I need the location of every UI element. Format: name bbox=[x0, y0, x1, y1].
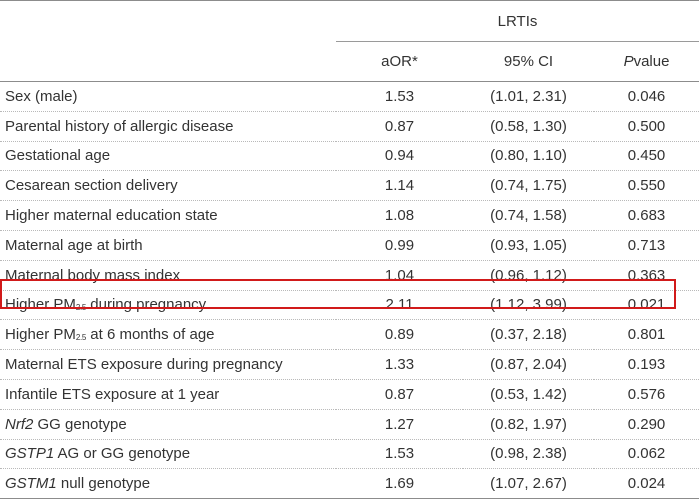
row-ci: (1.01, 2.31) bbox=[463, 81, 594, 112]
row-aor: 1.08 bbox=[336, 200, 463, 231]
row-label: Maternal age at birth bbox=[0, 230, 336, 261]
aor-column-header: aOR* bbox=[336, 41, 463, 82]
row-ci: (0.80, 1.10) bbox=[463, 141, 594, 172]
table-row: Infantile ETS exposure at 1 year 0.87 (0… bbox=[0, 379, 699, 410]
row-label-suffix: GG genotype bbox=[33, 415, 127, 433]
row-label: Parental history of allergic disease bbox=[0, 111, 336, 142]
row-aor: 1.04 bbox=[336, 260, 463, 291]
p-value-column-header: Pvalue bbox=[594, 41, 699, 82]
row-p-value: 0.450 bbox=[594, 141, 699, 172]
row-p-value: 0.801 bbox=[594, 319, 699, 351]
row-label-suffix: at 6 months of age bbox=[86, 326, 215, 344]
row-ci: (0.53, 1.42) bbox=[463, 379, 594, 410]
row-p-value: 0.046 bbox=[594, 81, 699, 112]
row-p-value: 0.193 bbox=[594, 349, 699, 380]
row-label-suffix: AG or GG genotype bbox=[54, 445, 191, 463]
row-label-gene: GSTM1 bbox=[5, 475, 57, 493]
row-ci: (0.96, 1.12) bbox=[463, 260, 594, 291]
table-row: Maternal ETS exposure during pregnancy 1… bbox=[0, 349, 699, 380]
row-aor: 0.89 bbox=[336, 319, 463, 351]
row-aor: 1.53 bbox=[336, 81, 463, 112]
group-header-row: LRTIs bbox=[0, 0, 699, 42]
row-p-value: 0.290 bbox=[594, 409, 699, 440]
row-label: Maternal ETS exposure during pregnancy bbox=[0, 349, 336, 380]
row-label-suffix: null genotype bbox=[56, 475, 151, 493]
table-row: Maternal body mass index 1.04 (0.96, 1.1… bbox=[0, 260, 699, 291]
ci-column-header: 95% CI bbox=[463, 41, 594, 82]
row-aor: 0.94 bbox=[336, 141, 463, 172]
lrtis-group-header: LRTIs bbox=[336, 0, 699, 42]
row-label-subscript: 2.5 bbox=[75, 333, 87, 343]
row-p-value: 0.550 bbox=[594, 170, 699, 202]
row-aor: 0.87 bbox=[336, 111, 463, 142]
row-aor: 1.27 bbox=[336, 409, 463, 440]
table-row: GSTP1 AG or GG genotype 1.53 (0.98, 2.38… bbox=[0, 439, 699, 470]
row-ci: (0.87, 2.04) bbox=[463, 349, 594, 380]
row-label: GSTM1 null genotype bbox=[0, 468, 336, 499]
row-label: Higher PM2.5 at 6 months of age bbox=[0, 319, 336, 351]
row-p-value: 0.713 bbox=[594, 230, 699, 261]
table-row: Parental history of allergic disease 0.8… bbox=[0, 111, 699, 142]
row-ci: (0.82, 1.97) bbox=[463, 409, 594, 440]
table-row: Higher PM2.5 at 6 months of age 0.89 (0.… bbox=[0, 319, 699, 351]
row-p-value: 0.500 bbox=[594, 111, 699, 142]
row-p-value: 0.363 bbox=[594, 260, 699, 291]
row-label: Cesarean section delivery bbox=[0, 170, 336, 202]
row-p-value: 0.576 bbox=[594, 379, 699, 410]
row-label: Gestational age bbox=[0, 141, 336, 172]
row-p-value: 0.683 bbox=[594, 200, 699, 231]
row-label-prefix: Higher PM bbox=[5, 296, 76, 314]
row-aor: 1.53 bbox=[336, 439, 463, 470]
table-row: Nrf2 GG genotype 1.27 (0.82, 1.97) 0.290 bbox=[0, 409, 699, 440]
row-label: GSTP1 AG or GG genotype bbox=[0, 439, 336, 470]
row-ci: (1.07, 2.67) bbox=[463, 468, 594, 499]
row-ci: (0.93, 1.05) bbox=[463, 230, 594, 261]
row-label: Infantile ETS exposure at 1 year bbox=[0, 379, 336, 410]
table-row: Maternal age at birth 0.99 (0.93, 1.05) … bbox=[0, 230, 699, 261]
p-value-header-rest: value bbox=[633, 53, 670, 70]
row-aor: 1.69 bbox=[336, 468, 463, 499]
row-label: Higher PM2.5 during pregnancy bbox=[0, 290, 336, 321]
table-row: Sex (male) 1.53 (1.01, 2.31) 0.046 bbox=[0, 81, 699, 112]
row-label: Sex (male) bbox=[0, 81, 336, 112]
empty-header-cell bbox=[0, 1, 336, 42]
row-p-value: 0.021 bbox=[594, 290, 699, 321]
row-aor: 0.99 bbox=[336, 230, 463, 261]
row-p-value: 0.024 bbox=[594, 468, 699, 499]
row-ci: (0.58, 1.30) bbox=[463, 111, 594, 142]
row-label-suffix: during pregnancy bbox=[86, 296, 207, 314]
row-aor: 1.33 bbox=[336, 349, 463, 380]
row-label: Higher maternal education state bbox=[0, 200, 336, 231]
row-label-gene: Nrf2 bbox=[5, 415, 34, 433]
row-ci: (1.12, 3.99) bbox=[463, 290, 594, 321]
table-row: Cesarean section delivery 1.14 (0.74, 1.… bbox=[0, 170, 699, 202]
row-aor: 1.14 bbox=[336, 170, 463, 202]
row-aor: 2.11 bbox=[336, 290, 463, 321]
label-column-header bbox=[0, 41, 336, 82]
row-ci: (0.74, 1.75) bbox=[463, 170, 594, 202]
row-label-gene: GSTP1 bbox=[5, 445, 55, 463]
table-row: Higher maternal education state 1.08 (0.… bbox=[0, 200, 699, 231]
table-row: Gestational age 0.94 (0.80, 1.10) 0.450 bbox=[0, 141, 699, 172]
table-row-highlighted: Higher PM2.5 during pregnancy 2.11 (1.12… bbox=[0, 290, 699, 321]
row-p-value: 0.062 bbox=[594, 439, 699, 470]
row-label: Maternal body mass index bbox=[0, 260, 336, 291]
row-ci: (0.37, 2.18) bbox=[463, 319, 594, 351]
row-label-subscript: 2.5 bbox=[75, 303, 87, 313]
row-ci: (0.74, 1.58) bbox=[463, 200, 594, 231]
row-ci: (0.98, 2.38) bbox=[463, 439, 594, 470]
p-value-italic-p: P bbox=[623, 53, 634, 70]
row-aor: 0.87 bbox=[336, 379, 463, 410]
row-label-prefix: Higher PM bbox=[5, 326, 76, 344]
table-row: GSTM1 null genotype 1.69 (1.07, 2.67) 0.… bbox=[0, 468, 699, 499]
row-label: Nrf2 GG genotype bbox=[0, 409, 336, 440]
column-header-row: aOR* 95% CI Pvalue bbox=[0, 41, 699, 82]
